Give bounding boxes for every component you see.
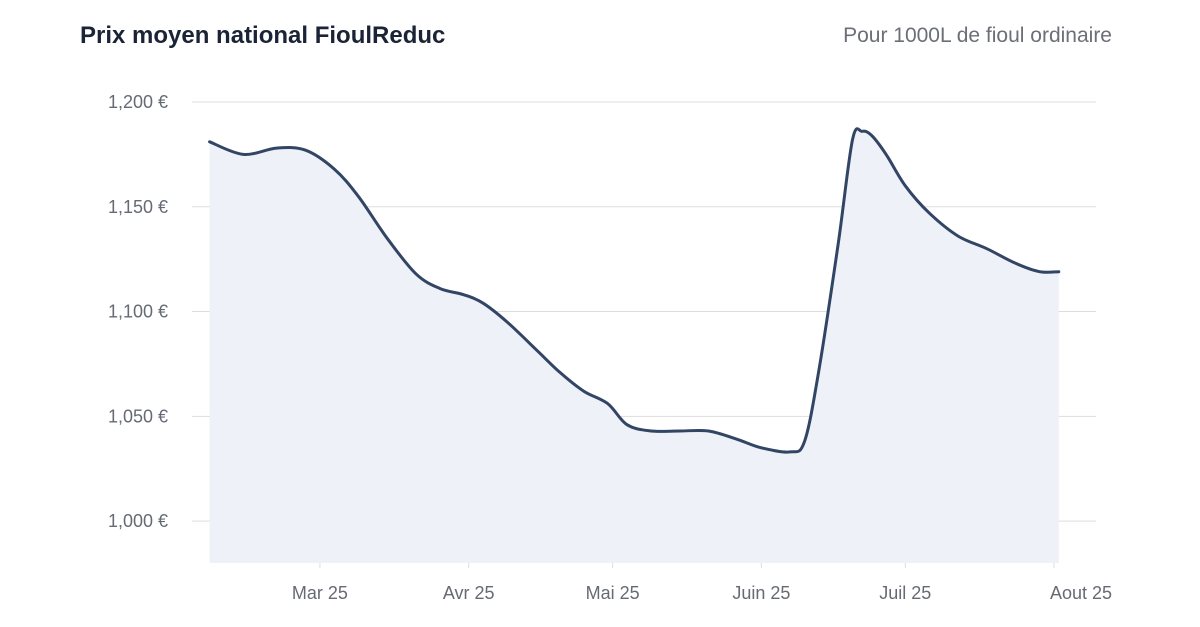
y-tick-label: 1,000 €: [108, 511, 168, 531]
y-tick-label: 1,150 €: [108, 197, 168, 217]
price-area: [209, 128, 1059, 563]
x-tick-label: Mar 25: [292, 583, 348, 603]
x-tick-label: Mai 25: [586, 583, 640, 603]
x-axis-labels: Mar 25 Avr 25 Mai 25 Juin 25 Juil 25 Aout 25: [292, 563, 1112, 603]
y-tick-label: 1,050 €: [108, 406, 168, 426]
price-series-line: [208, 127, 1061, 454]
y-axis-labels: 1,000 € 1,050 € 1,100 € 1,150 € 1,200 €: [108, 92, 168, 531]
price-area-fill: [209, 128, 1059, 563]
x-tick-label: Juil 25: [879, 583, 931, 603]
x-tick-label: Avr 25: [443, 583, 495, 603]
y-tick-label: 1,100 €: [108, 302, 168, 322]
x-tick-label: Juin 25: [732, 583, 790, 603]
y-tick-label: 1,200 €: [108, 92, 168, 112]
chart-subtitle: Pour 1000L de fioul ordinaire: [843, 24, 1112, 47]
chart-title: Prix moyen national FioulReduc: [80, 22, 446, 49]
price-line: [208, 127, 1061, 454]
x-tick-label: Aout 25: [1050, 583, 1112, 603]
